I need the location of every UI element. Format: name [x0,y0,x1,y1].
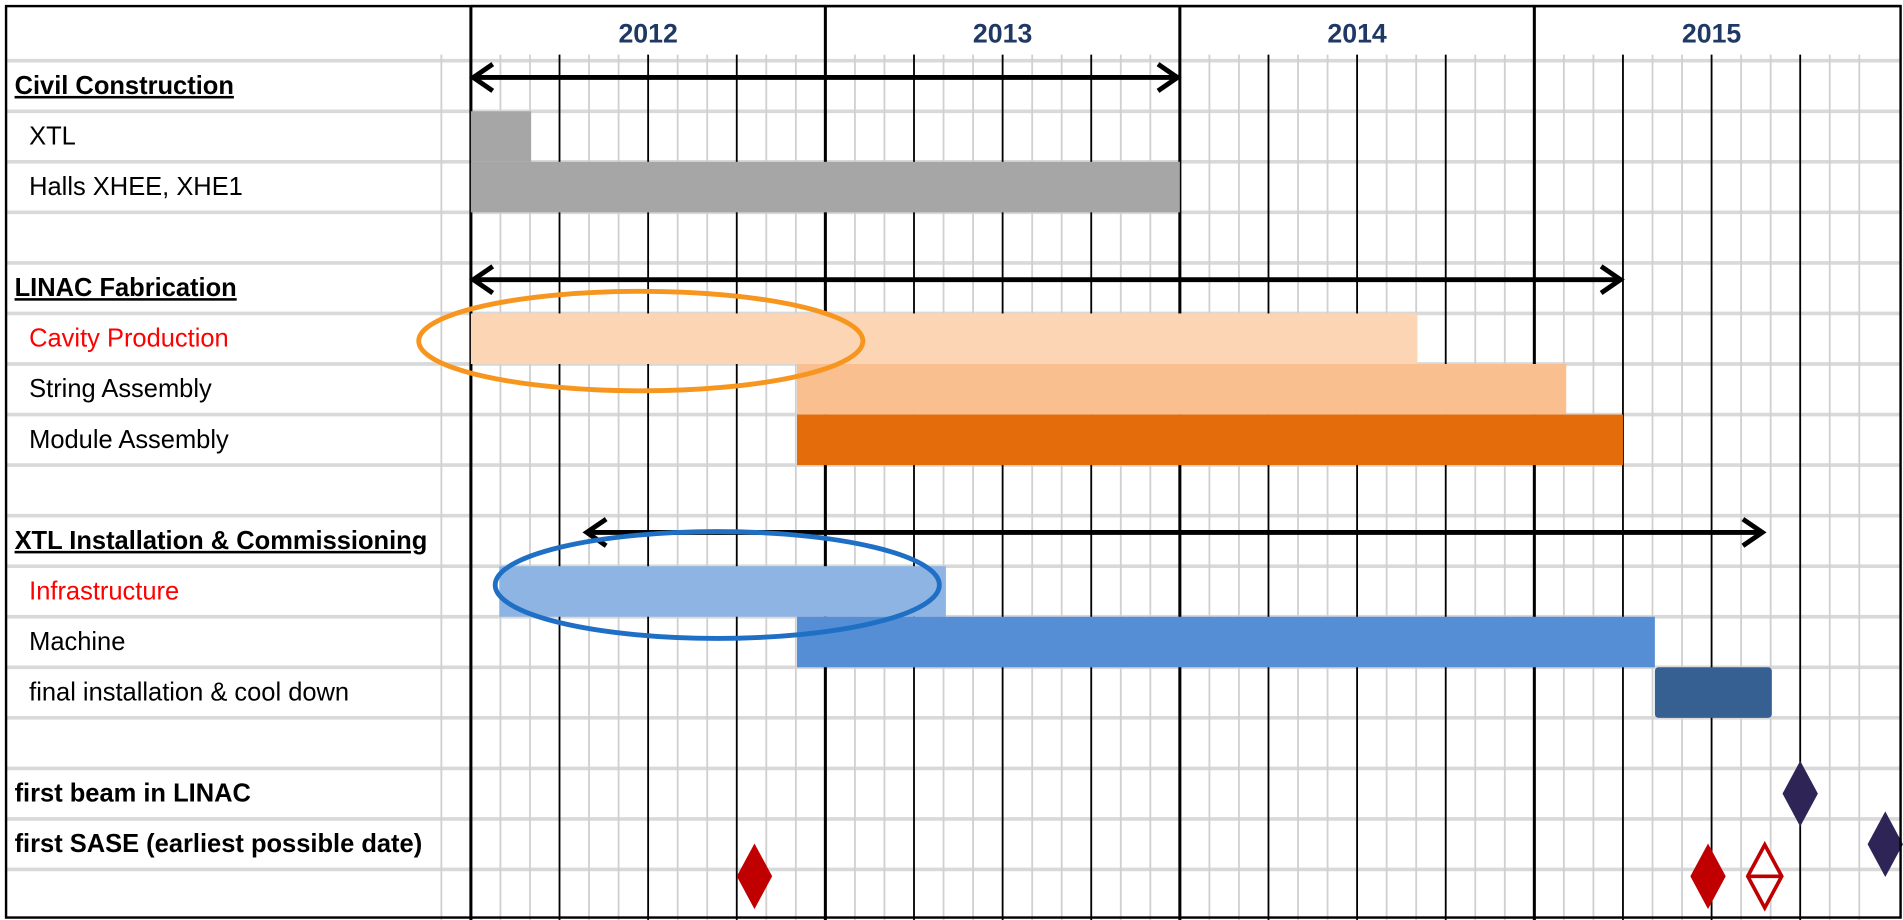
section-label: LINAC Fabrication [15,274,237,302]
section-label: Civil Construction [15,72,234,100]
frame [4,4,1902,919]
row-label: Infrastructure [29,577,179,605]
milestone [736,843,773,910]
task-bar [470,161,1180,213]
row-label: first SASE (earliest possible date) [15,830,423,858]
row-label: Machine [29,628,125,656]
row-label: final installation & cool down [29,679,349,707]
task-bar [499,566,946,617]
year-label: 2013 [973,18,1032,48]
row-label: String Assembly [29,375,212,403]
row-label: Module Assembly [29,426,229,454]
milestone [1867,811,1903,878]
highlight-ellipse [492,529,942,641]
arrow-head [1741,517,1767,548]
milestone [1782,760,1818,827]
arrow-head [469,62,495,93]
marks: Civil Construction XTL Halls XHEE, XHE1 LIN… [15,62,1903,912]
task-bar [1654,667,1772,718]
arrow-head [469,264,495,296]
arrow-head [1156,62,1182,93]
task-bar [470,313,1418,365]
arrow-head [1599,264,1625,296]
year-label: 2012 [618,18,677,48]
year-label: 2015 [1682,18,1742,48]
grid: 2012 2013 2014 2015 [6,4,1901,920]
year-label: 2014 [1327,18,1387,48]
task-bar [470,111,532,162]
row-label: Halls XHEE, XHE1 [29,173,243,201]
task-bar [797,616,1655,668]
highlight-ellipse [416,288,866,394]
row-label: first beam in LINAC [15,780,251,808]
row-label: Cavity Production [29,325,229,353]
milestone [1690,843,1726,910]
section-label: XTL Installation & Commissioning [15,527,428,555]
task-bar [797,414,1623,466]
task-bar [797,364,1567,415]
row-label: XTL [29,122,76,150]
